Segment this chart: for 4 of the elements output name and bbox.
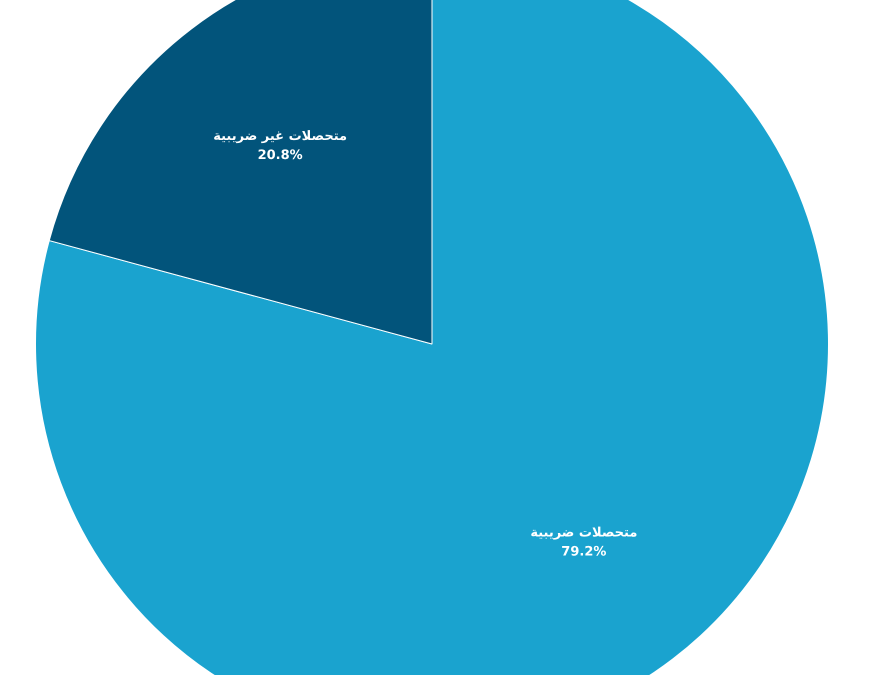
data-label: 20.8% xyxy=(258,148,303,164)
slice-label: متحصلات ضريبية xyxy=(530,526,638,541)
data-label: 79.2% xyxy=(561,544,606,560)
slice-label: متحصلات غير ضريبية xyxy=(213,129,348,144)
